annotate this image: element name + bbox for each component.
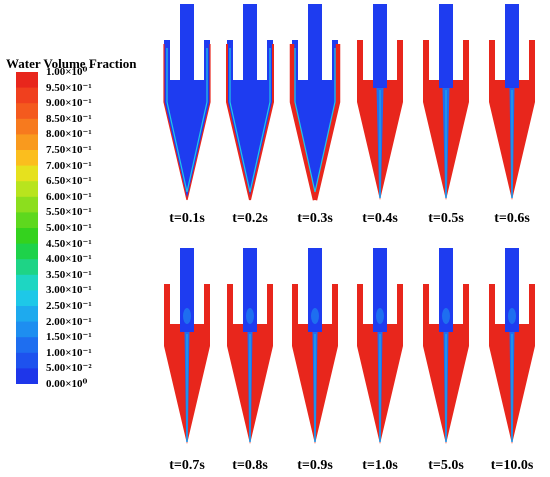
legend-swatch <box>16 181 38 198</box>
legend-swatch <box>16 243 38 260</box>
time-label: t=0.8s <box>232 458 268 473</box>
legend-swatch <box>16 165 38 182</box>
legend-tick-label: 0.00×10⁰ <box>46 378 88 390</box>
hydrocyclone-frame <box>292 248 338 444</box>
legend-tick-label: 7.00×10⁻¹ <box>46 159 92 172</box>
air-core-bulge <box>246 308 254 324</box>
water-film-left <box>289 44 318 201</box>
legend-swatch <box>16 212 38 229</box>
legend-swatch <box>16 72 38 89</box>
legend-tick-label: 3.50×10⁻¹ <box>46 268 92 281</box>
time-label: t=0.7s <box>169 458 205 473</box>
legend-swatch <box>16 150 38 167</box>
hydrocyclone-frame <box>489 248 535 444</box>
vortex-finder <box>439 4 453 88</box>
vortex-finder <box>243 248 257 332</box>
hydrocyclone-frame <box>357 4 403 200</box>
hydrocyclone-frame <box>489 4 535 200</box>
vortex-finder <box>180 248 194 332</box>
legend-swatch <box>16 228 38 245</box>
hydrocyclone-frame <box>423 248 469 444</box>
air-core-bulge <box>508 308 516 324</box>
legend-tick-label: 2.50×10⁻¹ <box>46 300 92 312</box>
legend-swatch <box>16 274 38 291</box>
legend-tick-label: 5.00×10⁻² <box>46 362 92 375</box>
water-film-right <box>249 44 274 201</box>
legend-tick-label: 3.00×10⁻¹ <box>46 284 92 297</box>
time-label: t=1.0s <box>362 458 398 473</box>
legend-swatch <box>16 87 38 104</box>
vortex-finder <box>308 4 322 88</box>
hydrocyclone-frame <box>226 4 274 201</box>
legend-swatch <box>16 306 38 323</box>
time-label: t=0.1s <box>169 211 205 226</box>
legend-swatch <box>16 337 38 354</box>
legend-swatch <box>16 368 38 384</box>
water-film-right <box>186 44 211 201</box>
legend-swatch <box>16 118 38 135</box>
legend-swatch <box>16 290 38 307</box>
hydrocyclone-frame <box>163 4 211 201</box>
time-label: t=0.3s <box>297 211 333 226</box>
legend-tick-label: 9.50×10⁻¹ <box>46 81 92 94</box>
phase-interface <box>229 48 271 193</box>
legend-tick-label: 8.50×10⁻¹ <box>46 112 92 125</box>
time-label: t=10.0s <box>490 458 534 473</box>
legend-swatch <box>16 259 38 276</box>
legend-tick-label: 5.00×10⁻¹ <box>46 222 92 234</box>
legend-swatch <box>16 196 38 213</box>
legend-tick-label: 6.00×10⁻¹ <box>46 190 92 203</box>
vortex-finder <box>439 248 453 332</box>
vortex-finder <box>505 4 519 88</box>
hydrocyclone-frame <box>423 4 469 200</box>
legend-tick-label: 4.00×10⁻¹ <box>46 253 92 266</box>
hydrocyclone-frame <box>164 248 210 444</box>
time-label: t=5.0s <box>428 458 464 473</box>
vortex-finder <box>373 4 387 88</box>
air-core-bulge <box>311 308 319 324</box>
legend-swatch <box>16 134 38 151</box>
air-core-bulge <box>442 308 450 324</box>
vortex-finder <box>505 248 519 332</box>
legend-tick-label: 6.50×10⁻¹ <box>46 175 92 188</box>
phase-interface <box>166 48 208 193</box>
air-core-bulge <box>376 308 384 324</box>
legend-tick-label: 4.50×10⁻¹ <box>46 237 92 250</box>
color-scale-bar <box>16 72 38 384</box>
time-label: t=0.2s <box>232 211 268 226</box>
legend-tick-label: 8.00×10⁻¹ <box>46 128 92 141</box>
legend-swatch <box>16 103 38 120</box>
legend-tick-label: 1.50×10⁻¹ <box>46 331 92 344</box>
legend-tick-label: 7.50×10⁻¹ <box>46 144 92 156</box>
legend-tick-label: 1.00×10⁻¹ <box>46 346 92 359</box>
time-label: t=0.5s <box>428 211 464 226</box>
vortex-finder <box>243 4 257 88</box>
vortex-finder <box>308 248 322 332</box>
vortex-finder <box>180 4 194 88</box>
legend-swatch <box>16 352 38 369</box>
time-label: t=0.4s <box>362 211 398 226</box>
water-film-right <box>312 44 341 201</box>
legend-swatch <box>16 321 38 338</box>
vortex-finder <box>373 248 387 332</box>
legend-title: Water Volume Fraction <box>6 56 137 71</box>
legend-tick-label: 9.00×10⁻¹ <box>46 97 92 110</box>
water-film-left <box>226 44 251 201</box>
legend-tick-label: 1.00×10⁰ <box>46 66 88 78</box>
hydrocyclone-frame <box>289 4 341 201</box>
legend-tick-label: 5.50×10⁻¹ <box>46 206 92 219</box>
legend-tick-label: 2.00×10⁻¹ <box>46 315 92 328</box>
time-label: t=0.9s <box>297 458 333 473</box>
water-film-left <box>163 44 188 201</box>
phase-interface <box>294 48 336 193</box>
air-core-bulge <box>183 308 191 324</box>
hydrocyclone-frame <box>227 248 273 444</box>
hydrocyclone-frame <box>357 248 403 444</box>
time-label: t=0.6s <box>494 211 530 226</box>
